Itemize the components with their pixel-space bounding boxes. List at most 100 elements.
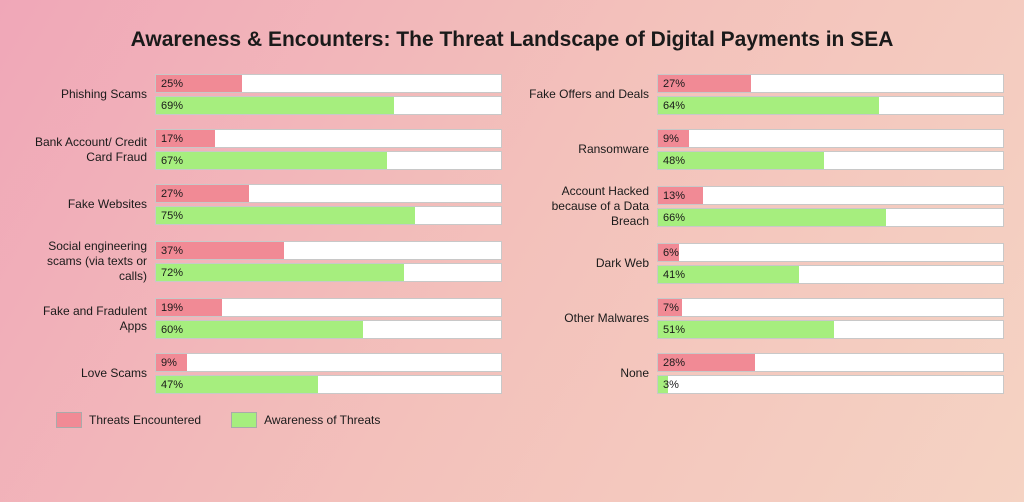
row-bars: 7% 51% [657,298,1004,339]
bar-fill-encountered: 17% [156,130,215,147]
legend-swatch-encountered [56,412,82,428]
bar-value-awareness: 60% [156,324,183,336]
bar-value-encountered: 27% [156,188,183,200]
bar-value-awareness: 66% [658,212,685,224]
bar-fill-encountered: 25% [156,75,242,92]
bar-value-encountered: 9% [156,357,177,369]
legend-encountered: Threats Encountered [56,412,201,428]
bar-fill-awareness: 60% [156,321,363,338]
row-bars: 27% 75% [155,184,502,225]
row-bars: 9% 48% [657,129,1004,170]
bar-encountered: 27% [155,184,502,203]
right-column: Fake Offers and Deals27% 64% Ransomware9% 4… [522,74,1004,394]
bar-awareness: 3% [657,375,1004,394]
row-label: Other Malwares [522,311,657,326]
bar-fill-awareness: 75% [156,207,415,224]
bar-fill-awareness: 51% [658,321,834,338]
bar-value-awareness: 3% [658,379,679,391]
bar-encountered: 7% [657,298,1004,317]
chart-columns: Phishing Scams25% 69% Bank Account/ Credit… [16,74,1008,394]
bar-fill-awareness: 48% [658,152,824,169]
bar-fill-encountered: 9% [156,354,187,371]
bar-value-awareness: 47% [156,379,183,391]
data-row: Account Hacked because of a Data Breach1… [522,184,1004,229]
bar-value-encountered: 17% [156,133,183,145]
data-row: Dark Web6%41% [522,243,1004,284]
row-label: Bank Account/ Credit Card Fraud [20,135,155,165]
data-row: Fake Websites27%75% [20,184,502,225]
data-row: Fake and Fradulent Apps19% 60% [20,298,502,339]
bar-value-encountered: 37% [156,245,183,257]
row-label: Love Scams [20,366,155,381]
bar-fill-encountered: 27% [156,185,249,202]
bar-awareness: 60% [155,320,502,339]
bar-value-encountered: 9% [658,133,679,145]
bar-encountered: 6% [657,243,1004,262]
legend: Threats Encountered Awareness of Threats [16,412,1008,428]
data-row: Fake Offers and Deals27% 64% [522,74,1004,115]
bar-awareness: 69% [155,96,502,115]
row-bars: 19% 60% [155,298,502,339]
bar-fill-awareness: 47% [156,376,318,393]
row-label: Ransomware [522,142,657,157]
bar-fill-awareness: 66% [658,209,886,226]
row-label: None [522,366,657,381]
bar-value-encountered: 7% [658,302,679,314]
data-row: Other Malwares7% 51% [522,298,1004,339]
row-bars: 28%3% [657,353,1004,394]
bar-encountered: 28% [657,353,1004,372]
bar-fill-encountered: 27% [658,75,751,92]
data-row: Ransomware9% 48% [522,129,1004,170]
bar-value-encountered: 27% [658,78,685,90]
bar-encountered: 19% [155,298,502,317]
row-bars: 27% 64% [657,74,1004,115]
bar-awareness: 48% [657,151,1004,170]
chart-container: Awareness & Encounters: The Threat Lands… [0,0,1024,438]
data-row: Phishing Scams25% 69% [20,74,502,115]
data-row: None28%3% [522,353,1004,394]
bar-value-awareness: 48% [658,155,685,167]
legend-awareness: Awareness of Threats [231,412,380,428]
bar-encountered: 13% [657,186,1004,205]
bar-fill-encountered: 9% [658,130,689,147]
bar-encountered: 37% [155,241,502,260]
row-label: Fake and Fradulent Apps [20,304,155,334]
bar-fill-encountered: 37% [156,242,284,259]
row-bars: 6%41% [657,243,1004,284]
bar-encountered: 27% [657,74,1004,93]
left-column: Phishing Scams25% 69% Bank Account/ Credit… [20,74,502,394]
bar-encountered: 9% [155,353,502,372]
bar-fill-encountered: 19% [156,299,222,316]
bar-fill-awareness: 64% [658,97,879,114]
bar-value-encountered: 13% [658,190,685,202]
bar-awareness: 66% [657,208,1004,227]
bar-encountered: 17% [155,129,502,148]
row-bars: 9% 47% [155,353,502,394]
bar-value-encountered: 6% [658,247,679,259]
data-row: Love Scams9% 47% [20,353,502,394]
row-bars: 17% 67% [155,129,502,170]
bar-value-awareness: 72% [156,267,183,279]
bar-fill-encountered: 6% [658,244,679,261]
chart-title: Awareness & Encounters: The Threat Lands… [16,28,1008,52]
row-label: Phishing Scams [20,87,155,102]
legend-label-awareness: Awareness of Threats [264,413,380,427]
bar-value-encountered: 25% [156,78,183,90]
legend-swatch-awareness [231,412,257,428]
bar-awareness: 64% [657,96,1004,115]
row-label: Fake Offers and Deals [522,87,657,102]
row-bars: 13% 66% [657,186,1004,227]
bar-fill-encountered: 7% [658,299,682,316]
row-label: Account Hacked because of a Data Breach [522,184,657,229]
bar-value-awareness: 69% [156,100,183,112]
bar-fill-encountered: 13% [658,187,703,204]
bar-awareness: 75% [155,206,502,225]
bar-fill-encountered: 28% [658,354,755,371]
data-row: Bank Account/ Credit Card Fraud17% 67% [20,129,502,170]
bar-awareness: 72% [155,263,502,282]
bar-value-encountered: 19% [156,302,183,314]
bar-encountered: 9% [657,129,1004,148]
bar-fill-awareness: 72% [156,264,404,281]
bar-value-awareness: 67% [156,155,183,167]
bar-fill-awareness: 3% [658,376,668,393]
